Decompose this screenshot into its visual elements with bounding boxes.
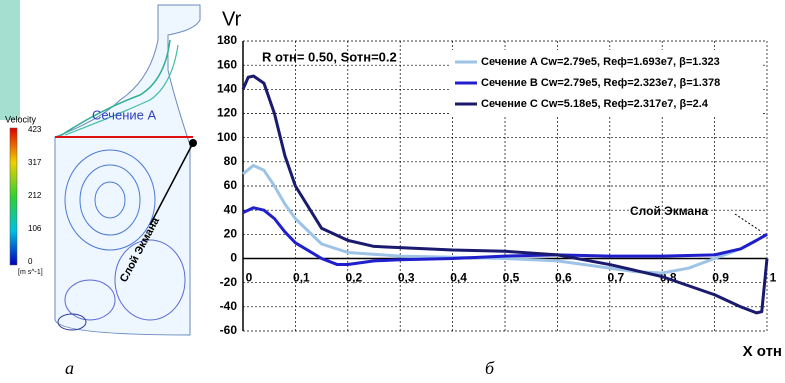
- x-tick-label: 1: [770, 271, 777, 285]
- x-tick-label: 0,6: [555, 271, 572, 285]
- colorbar-unit: [m s^-1]: [18, 269, 43, 276]
- x-tick-label: 0,9: [712, 271, 729, 285]
- y-tick-label: 180: [217, 33, 237, 47]
- y-tick-label: 20: [224, 227, 238, 241]
- legend-label: Сечение C Cw=5.18e5, Reф=2.317e7, β=2.4: [481, 98, 709, 110]
- y-tick-label: 100: [217, 130, 237, 144]
- x-axis-label: X отн: [743, 343, 782, 360]
- y-tick-label: 40: [224, 202, 238, 216]
- colorbar-tick-label: 212: [28, 191, 42, 200]
- annotation: Слой Экмана: [630, 204, 708, 218]
- cfd-image: Velocity [m s^-1] Сечение А Слой Экмана: [0, 0, 205, 340]
- y-tick-label: 60: [224, 178, 238, 192]
- y-tick-label: -40: [220, 299, 238, 313]
- chart: -60 -40 -20 0 20 40 60 80 100 120 140 160 180 0 0,1 0,2…: [217, 8, 782, 360]
- y-tick-label: 80: [224, 154, 238, 168]
- x-tick-label: 0: [246, 271, 253, 285]
- y-tick-label: 140: [217, 82, 237, 96]
- annotation-arrow: [735, 214, 762, 232]
- y-tick-label: 160: [217, 57, 237, 71]
- legend-label: Сечение A Cw=2.79e5, Reф=1.693e7, β=1.32…: [481, 56, 720, 68]
- figure: Velocity [m s^-1] Сечение А Слой Экмана …: [0, 0, 785, 383]
- x-tick-label: 0,2: [345, 271, 362, 285]
- legend-label: Сечение B Cw=2.79e5, Reф=2.323e7, β=1.37…: [481, 77, 720, 89]
- colorbar-tick-label: 423: [28, 125, 42, 134]
- colorbar-tick-label: 317: [28, 158, 42, 167]
- x-tick-label: 0,1: [293, 271, 310, 285]
- x-tick-label: 0,4: [450, 271, 467, 285]
- y-tick-label: -20: [220, 275, 238, 289]
- section-label: Сечение А: [92, 107, 156, 122]
- y-tick-label: 120: [217, 106, 237, 120]
- y-tick-label: -60: [220, 323, 238, 337]
- colorbar-title: Velocity: [5, 114, 37, 124]
- colorbar-tick-label: 106: [28, 224, 42, 233]
- colorbar-tick-label: 0: [28, 257, 33, 266]
- y-axis-label: Vr: [222, 8, 242, 30]
- x-tick-label: 0,3: [398, 271, 415, 285]
- x-tick-label: 0,5: [503, 271, 520, 285]
- x-tick-label: 0,7: [607, 271, 624, 285]
- panel-label: б: [485, 358, 495, 378]
- y-tick-label: 0: [230, 251, 237, 265]
- panel-label: а: [65, 358, 74, 378]
- annotation: R отн= 0.50, Sотн=0.2: [262, 49, 397, 64]
